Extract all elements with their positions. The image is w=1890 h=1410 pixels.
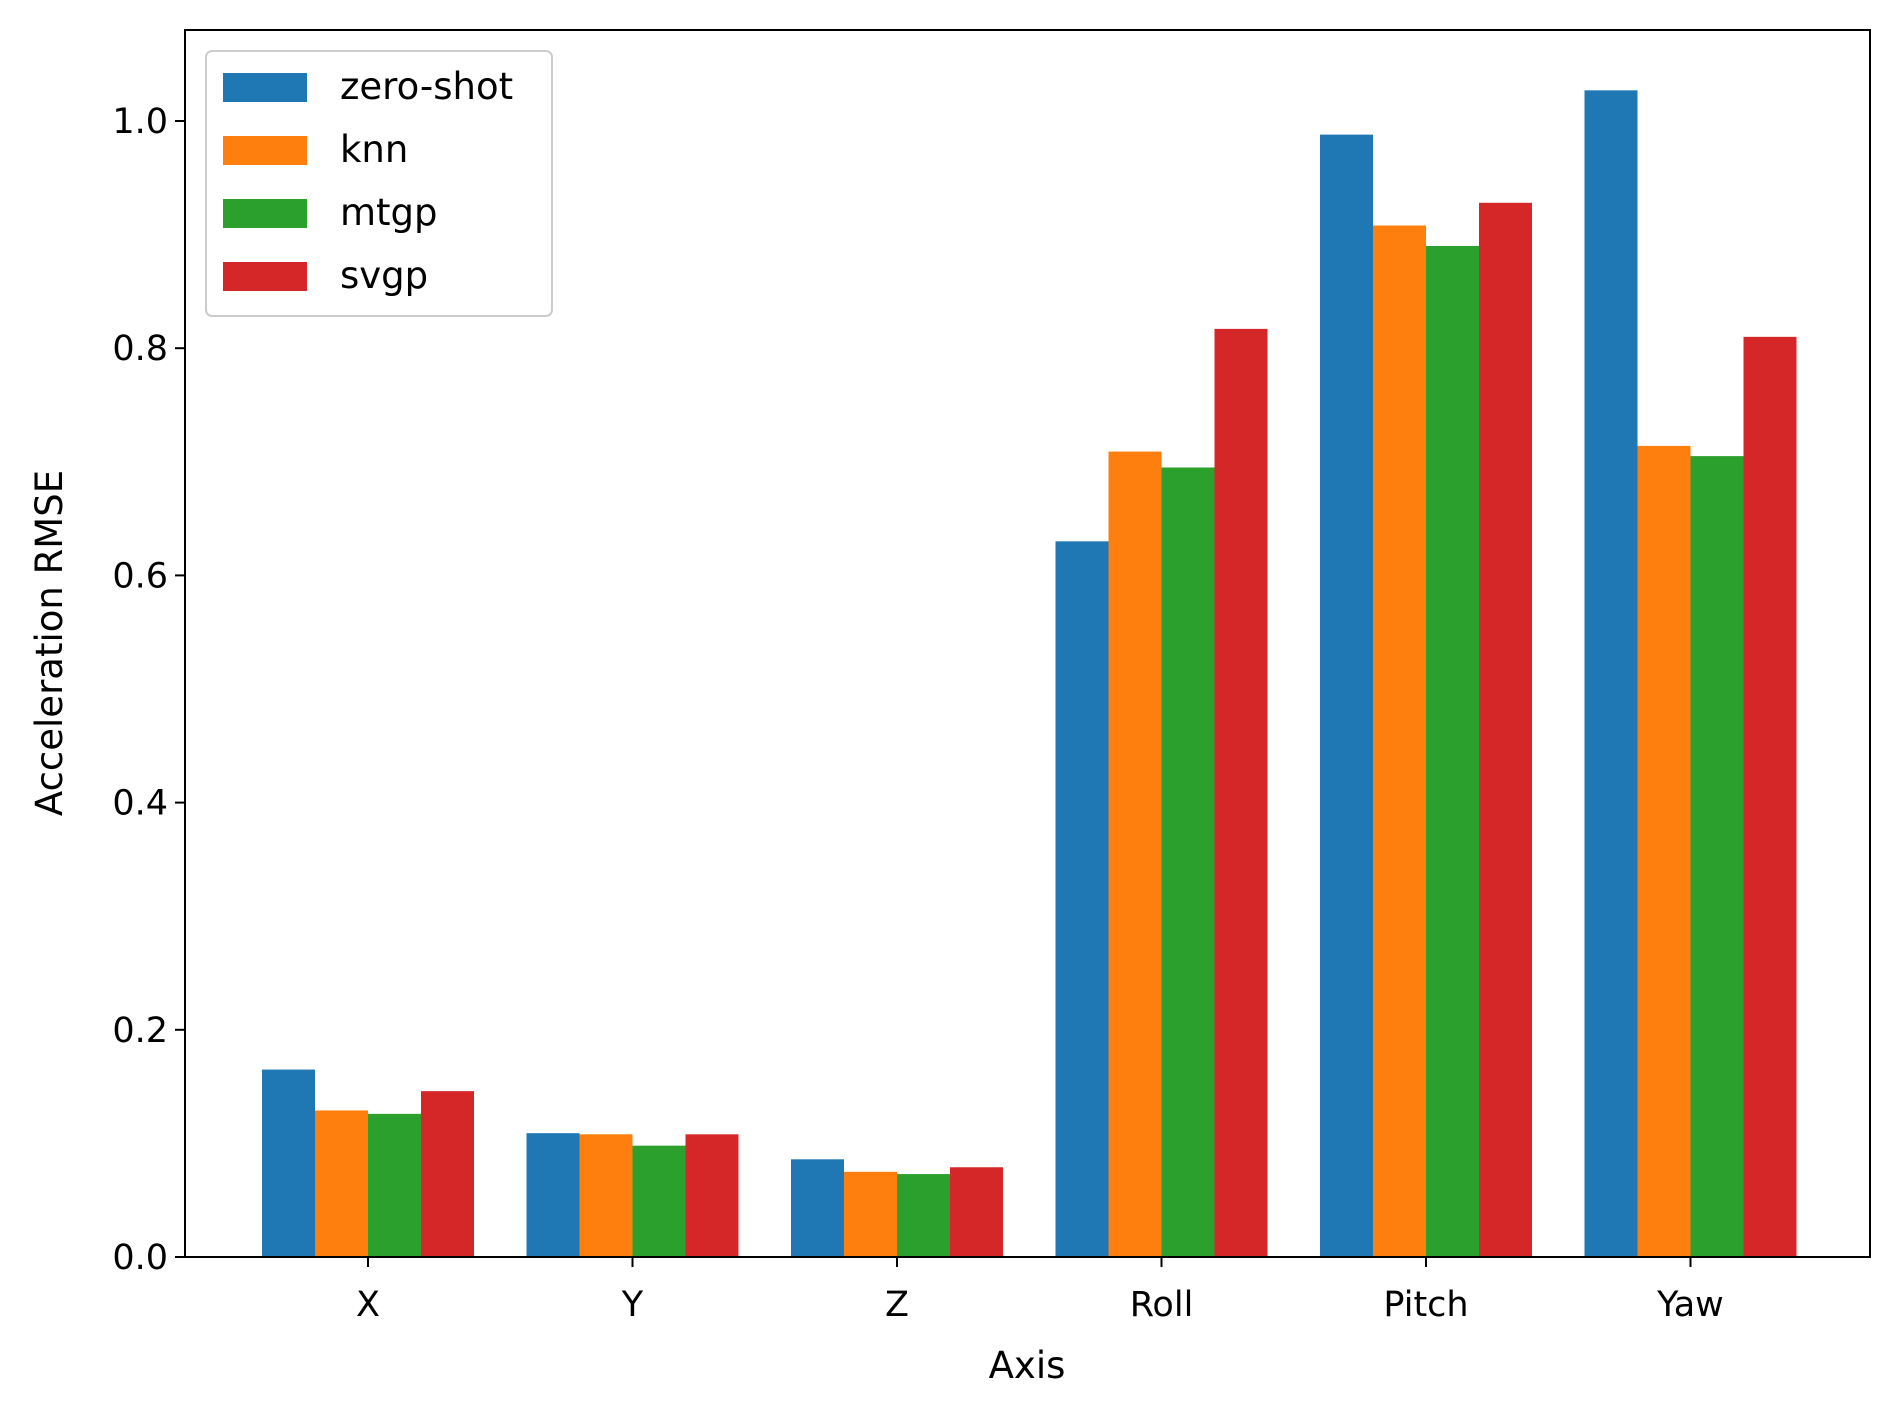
x-axis-title: Axis <box>989 1344 1066 1387</box>
y-tick-label: 0.4 <box>112 784 168 824</box>
bar-svgp-y <box>685 1134 739 1257</box>
legend-swatch-zero-shot <box>223 73 307 102</box>
bar-zero-shot-pitch <box>1320 134 1373 1258</box>
bar-zero-shot-x <box>262 1069 315 1257</box>
bar-svgp-x <box>421 1091 474 1257</box>
bar-knn-yaw <box>1637 445 1691 1257</box>
bar-mtgp-yaw <box>1690 456 1744 1257</box>
bar-mtgp-roll <box>1161 467 1215 1258</box>
legend-label-mtgp: mtgp <box>340 191 438 234</box>
bar-svgp-roll <box>1214 328 1268 1257</box>
x-tick-label: Yaw <box>1656 1285 1724 1325</box>
legend-box <box>205 50 553 317</box>
x-tick-label: Z <box>885 1285 909 1325</box>
x-tick-label: X <box>356 1285 380 1325</box>
x-tick-label: Y <box>621 1285 644 1325</box>
legend-label-knn: knn <box>340 128 408 171</box>
y-tick-label: 0.8 <box>112 329 168 369</box>
bar-zero-shot-z <box>791 1159 844 1257</box>
bar-mtgp-y <box>632 1145 686 1257</box>
bar-mtgp-x <box>368 1113 421 1257</box>
legend: zero-shot knn mtgp svgp <box>205 50 553 317</box>
bar-knn-pitch <box>1373 225 1426 1258</box>
bar-svgp-yaw <box>1743 336 1797 1258</box>
bar-knn-z <box>844 1171 897 1257</box>
bar-zero-shot-y <box>526 1133 580 1257</box>
bars-group <box>262 90 1797 1258</box>
bar-knn-roll <box>1108 451 1162 1257</box>
bar-zero-shot-roll <box>1055 541 1109 1257</box>
y-axis-title: Acceleration RMSE <box>28 470 71 816</box>
y-axis: 0.0 0.2 0.4 0.6 0.8 1.0 <box>112 102 185 1278</box>
y-tick-label: 1.0 <box>112 102 168 142</box>
bar-knn-y <box>579 1134 633 1257</box>
x-tick-label: Roll <box>1130 1285 1194 1325</box>
y-tick-label: 0.6 <box>112 556 168 596</box>
x-tick-label: Pitch <box>1383 1285 1468 1325</box>
legend-swatch-knn <box>223 136 307 165</box>
y-tick-label: 0.2 <box>112 1011 168 1051</box>
legend-swatch-mtgp <box>223 199 307 228</box>
x-axis: X Y Z Roll Pitch Yaw <box>356 1257 1724 1325</box>
bar-knn-x <box>315 1110 368 1257</box>
bar-svgp-pitch <box>1479 202 1532 1258</box>
bar-svgp-z <box>950 1167 1003 1257</box>
plot-frame <box>184 29 1871 1258</box>
legend-swatch-svgp <box>223 262 307 291</box>
legend-label-svgp: svgp <box>340 254 428 297</box>
bar-mtgp-z <box>897 1174 950 1257</box>
bar-zero-shot-yaw <box>1584 90 1638 1257</box>
bar-mtgp-pitch <box>1426 245 1479 1257</box>
legend-label-zero-shot: zero-shot <box>340 65 513 108</box>
y-tick-label: 0.0 <box>112 1238 168 1278</box>
